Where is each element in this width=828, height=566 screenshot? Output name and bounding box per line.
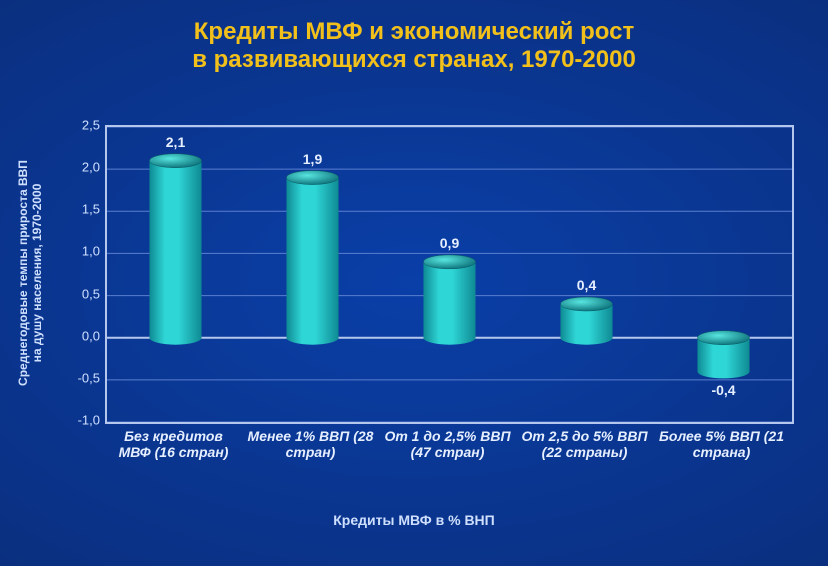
chart-svg [107,127,792,422]
slide: Кредиты МВФ и экономический рост в разви… [0,0,828,566]
bar-value-label: 0,9 [440,235,459,251]
x-category-label: От 1 до 2,5% ВВП (47 стран) [379,428,516,460]
y-tick-label: 1,0 [58,244,100,259]
bar-value-label: 0,4 [577,277,596,293]
x-category-label: Более 5% ВВП (21 страна) [653,428,790,460]
y-tick-label: 0,5 [58,286,100,301]
y-axis-label-line-1: Среднегодовые темпы прироста ВВП [16,160,30,386]
title-line-2: в развивающихся странах, 1970-2000 [192,46,636,73]
x-axis-category-labels: Без кредитов МВФ (16 стран)Менее 1% ВВП … [105,428,790,460]
y-tick-label: 2,5 [58,118,100,133]
chart-title: Кредиты МВФ и экономический рост в разви… [0,18,828,75]
y-tick-label: 1,5 [58,202,100,217]
x-axis-title: Кредиты МВФ в % ВНП [0,512,828,528]
x-category-label: От 2,5 до 5% ВВП (22 страны) [516,428,653,460]
bar-value-label: -0,4 [711,382,735,398]
y-axis-label-line-2: на душу населения, 1970-2000 [30,183,44,362]
y-axis-label: Среднегодовые темпы прироста ВВП на душу… [10,125,50,420]
bar-value-label: 1,9 [303,151,322,167]
y-axis-ticks: -1,0-0,50,00,51,01,52,02,5 [58,125,100,420]
plot-area: 2,1 1,9 0,9 0,4 -0,4 [105,125,794,424]
bar-value-label: 2,1 [166,134,185,150]
y-tick-label: -1,0 [58,413,100,428]
y-tick-label: -0,5 [58,370,100,385]
x-category-label: Без кредитов МВФ (16 стран) [105,428,242,460]
title-line-1: Кредиты МВФ и экономический рост [194,18,634,45]
y-tick-label: 2,0 [58,160,100,175]
y-tick-label: 0,0 [58,328,100,343]
x-category-label: Менее 1% ВВП (28 стран) [242,428,379,460]
